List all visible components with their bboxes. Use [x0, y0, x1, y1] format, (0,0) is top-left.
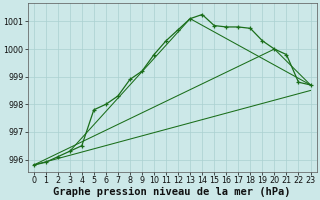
X-axis label: Graphe pression niveau de la mer (hPa): Graphe pression niveau de la mer (hPa): [53, 186, 291, 197]
